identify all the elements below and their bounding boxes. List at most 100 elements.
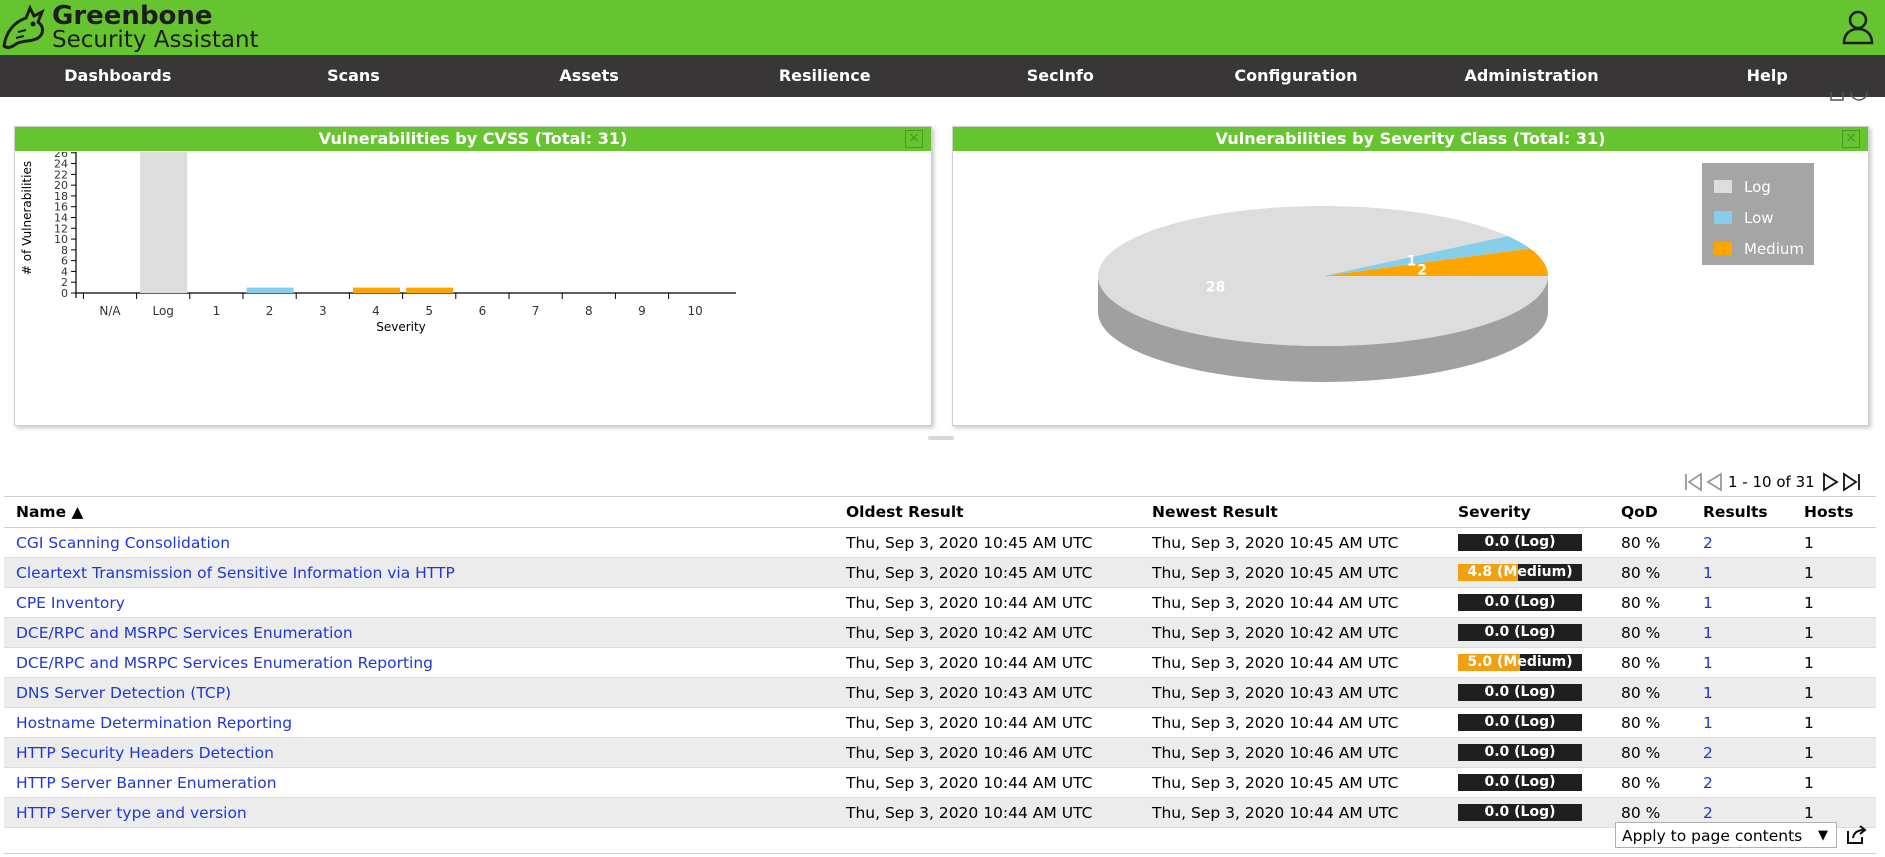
y-tick-label: 18 — [54, 190, 68, 203]
x-tick-label: 3 — [319, 304, 327, 318]
column-header-oldest-result[interactable]: Oldest Result — [834, 496, 1140, 528]
severity-cell: 0.0 (Log) — [1446, 707, 1609, 738]
severity-bar: 5.0 (Medium) — [1458, 654, 1582, 671]
column-header-severity[interactable]: Severity — [1446, 496, 1609, 528]
qod-cell-text: 80 % — [1621, 683, 1661, 702]
hosts-count-cell-text: 1 — [1804, 683, 1814, 702]
column-header-qod[interactable]: QoD — [1609, 496, 1691, 528]
results-count-link[interactable]: 1 — [1691, 557, 1792, 588]
vuln-name-link[interactable]: Hostname Determination Reporting — [4, 707, 834, 738]
hosts-count-cell-text: 1 — [1804, 743, 1814, 762]
vuln-name-link-text[interactable]: CGI Scanning Consolidation — [16, 533, 231, 552]
results-count-link-text[interactable]: 2 — [1703, 773, 1713, 792]
vuln-name-link-text[interactable]: DCE/RPC and MSRPC Services Enumeration — [16, 623, 353, 642]
table-row[interactable]: HTTP Server type and version Thu, Sep 3, … — [4, 797, 1876, 828]
column-header-hosts[interactable]: Hosts — [1792, 496, 1876, 528]
oldest-result-cell: Thu, Sep 3, 2020 10:46 AM UTC — [834, 737, 1140, 768]
vuln-name-link-text[interactable]: Hostname Determination Reporting — [16, 713, 293, 732]
next-page-icon[interactable] — [1821, 471, 1841, 493]
table-row[interactable]: Cleartext Transmission of Sensitive Info… — [4, 557, 1876, 588]
results-count-link-text[interactable]: 2 — [1703, 803, 1713, 822]
table-row[interactable]: DNS Server Detection (TCP) Thu, Sep 3, 20… — [4, 677, 1876, 708]
vuln-name-link[interactable]: HTTP Security Headers Detection — [4, 737, 834, 768]
severity-bar: 0.0 (Log) — [1458, 774, 1582, 791]
severity-bar-label: 0.0 (Log) — [1484, 744, 1556, 760]
menu-scans[interactable]: Scans — [327, 66, 380, 85]
bulk-action-select[interactable]: Apply to page contents ▼ — [1615, 822, 1837, 848]
results-count-link-text[interactable]: 2 — [1703, 743, 1713, 762]
table-row[interactable]: CPE Inventory Thu, Sep 3, 2020 10:44 AM U… — [4, 587, 1876, 618]
oldest-result-cell-text: Thu, Sep 3, 2020 10:42 AM UTC — [846, 623, 1093, 642]
vuln-name-link-text[interactable]: DCE/RPC and MSRPC Services Enumeration R… — [16, 653, 434, 672]
menu-dashboards[interactable]: Dashboards — [64, 66, 172, 85]
vuln-name-link[interactable]: DCE/RPC and MSRPC Services Enumeration — [4, 617, 834, 648]
hosts-count-cell-text: 1 — [1804, 533, 1814, 552]
vuln-name-link[interactable]: HTTP Server type and version — [4, 797, 834, 828]
table-row[interactable]: DCE/RPC and MSRPC Services Enumeration R… — [4, 647, 1876, 678]
table-row[interactable]: DCE/RPC and MSRPC Services Enumeration Th… — [4, 617, 1876, 648]
y-tick-label: 10 — [54, 233, 68, 246]
close-icon[interactable]: × — [1842, 130, 1860, 148]
results-count-link[interactable]: 2 — [1691, 767, 1792, 798]
vuln-name-link-text[interactable]: CPE Inventory — [16, 593, 125, 612]
results-count-link-text[interactable]: 1 — [1703, 563, 1713, 582]
results-count-link-text[interactable]: 1 — [1703, 593, 1713, 612]
x-tick-label: Log — [152, 304, 173, 318]
results-count-link-text[interactable]: 1 — [1703, 623, 1713, 642]
column-header-newest-result[interactable]: Newest Result — [1140, 496, 1446, 528]
vuln-name-link-text[interactable]: DNS Server Detection (TCP) — [16, 683, 232, 702]
menu-resilience[interactable]: Resilience — [778, 66, 871, 85]
table-row[interactable]: HTTP Server Banner Enumeration Thu, Sep 3… — [4, 767, 1876, 798]
newest-result-cell: Thu, Sep 3, 2020 10:45 AM UTC — [1140, 767, 1446, 798]
dashboard-toolbar-icons[interactable] — [1829, 92, 1869, 102]
menu-help[interactable]: Help — [1746, 66, 1788, 85]
results-count-link[interactable]: 1 — [1691, 617, 1792, 648]
results-count-link[interactable]: 2 — [1691, 737, 1792, 768]
y-tick-label: 26 — [54, 152, 68, 160]
column-header-name[interactable]: Name ▲ — [4, 496, 834, 528]
user-icon[interactable] — [1841, 9, 1875, 45]
menu-administration[interactable]: Administration — [1464, 66, 1599, 85]
pie-slice-log — [1098, 206, 1548, 346]
menu-secinfo[interactable]: SecInfo — [1026, 66, 1094, 85]
previous-page-icon[interactable] — [1704, 471, 1724, 493]
results-count-link[interactable]: 1 — [1691, 677, 1792, 708]
results-count-link[interactable]: 1 — [1691, 707, 1792, 738]
vuln-name-link[interactable]: DCE/RPC and MSRPC Services Enumeration R… — [4, 647, 834, 678]
severity-bar: 0.0 (Log) — [1458, 714, 1582, 731]
vuln-name-link[interactable]: Cleartext Transmission of Sensitive Info… — [4, 557, 834, 588]
vuln-name-link[interactable]: CGI Scanning Consolidation — [4, 527, 834, 558]
vuln-name-link[interactable]: HTTP Server Banner Enumeration — [4, 767, 834, 798]
vuln-name-link-text[interactable]: HTTP Server Banner Enumeration — [16, 773, 277, 792]
results-count-link[interactable]: 1 — [1691, 587, 1792, 618]
results-count-link-text[interactable]: 1 — [1703, 713, 1713, 732]
results-count-link-text[interactable]: 1 — [1703, 683, 1713, 702]
results-count-link[interactable]: 2 — [1691, 527, 1792, 558]
first-page-icon[interactable] — [1682, 471, 1704, 493]
greenbone-dragon-icon[interactable] — [0, 2, 48, 52]
menu-assets[interactable]: Assets — [559, 66, 619, 85]
oldest-result-cell: Thu, Sep 3, 2020 10:42 AM UTC — [834, 617, 1140, 648]
newest-result-cell: Thu, Sep 3, 2020 10:42 AM UTC — [1140, 617, 1446, 648]
vuln-name-link-text[interactable]: HTTP Server type and version — [16, 803, 247, 822]
vuln-name-link-text[interactable]: Cleartext Transmission of Sensitive Info… — [16, 563, 455, 582]
vuln-name-link[interactable]: DNS Server Detection (TCP) — [4, 677, 834, 708]
newest-result-cell: Thu, Sep 3, 2020 10:44 AM UTC — [1140, 797, 1446, 828]
close-icon[interactable]: × — [905, 130, 923, 148]
dashboard-resize-handle[interactable] — [928, 436, 954, 440]
table-row[interactable]: CGI Scanning Consolidation Thu, Sep 3, 20… — [4, 527, 1876, 558]
table-row[interactable]: HTTP Security Headers Detection Thu, Sep … — [4, 737, 1876, 768]
oldest-result-cell: Thu, Sep 3, 2020 10:45 AM UTC — [834, 557, 1140, 588]
menu-configuration[interactable]: Configuration — [1234, 66, 1358, 85]
cvss-bar-chart: 0246810121416182022242628N/ALog123456789… — [20, 152, 736, 334]
results-count-link-text[interactable]: 2 — [1703, 533, 1713, 552]
export-icon[interactable] — [1844, 823, 1868, 847]
last-page-icon[interactable] — [1841, 471, 1863, 493]
results-count-link[interactable]: 1 — [1691, 647, 1792, 678]
vuln-name-link-text[interactable]: HTTP Security Headers Detection — [16, 743, 274, 762]
table-row[interactable]: Hostname Determination Reporting Thu, Sep… — [4, 707, 1876, 738]
column-header-results[interactable]: Results — [1691, 496, 1792, 528]
results-count-link-text[interactable]: 1 — [1703, 653, 1713, 672]
qod-cell: 80 % — [1609, 587, 1691, 618]
vuln-name-link[interactable]: CPE Inventory — [4, 587, 834, 618]
